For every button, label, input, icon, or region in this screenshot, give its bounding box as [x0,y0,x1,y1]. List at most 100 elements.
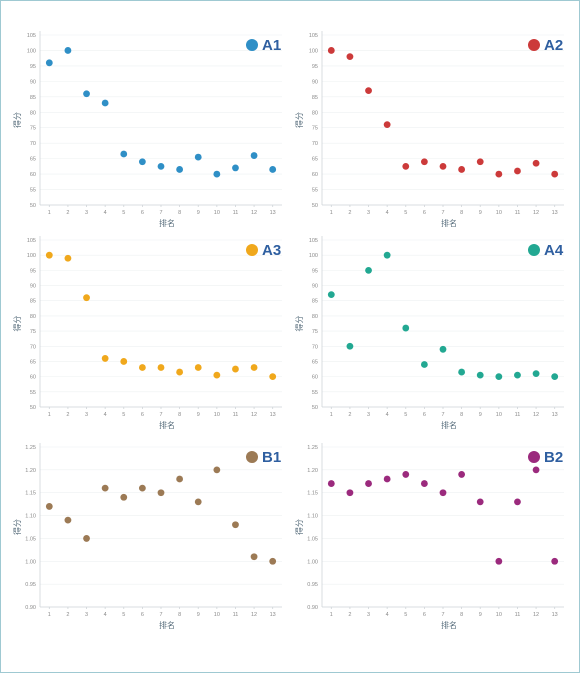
data-point [495,373,503,381]
y-tick-label: 100 [27,253,36,259]
y-tick-label: 65 [312,359,318,365]
x-tick-label: 6 [141,412,144,418]
x-tick-label: 4 [386,612,389,618]
y-tick-label: 75 [312,126,318,132]
legend-marker [246,39,258,51]
x-tick-label: 13 [270,210,276,216]
x-tick-label: 8 [460,612,463,618]
chart-panel-b2: 1.251.201.151.101.051.000.950.901 2 3 4 5 6 7 8… [294,443,564,630]
x-axis-title: 排名 [441,420,457,430]
data-point [120,150,128,158]
data-point [120,493,128,501]
y-tick-label: 90 [30,79,36,85]
x-tick-label: 2 [66,210,69,216]
data-point [101,99,109,107]
x-tick-label: 13 [552,412,558,418]
y-tick-label: 1.05 [25,536,36,542]
data-point [213,466,221,474]
x-tick-label: 5 [404,210,407,216]
legend-marker [528,244,540,256]
x-tick-label: 11 [515,210,521,216]
y-tick-label: 0.95 [307,582,318,588]
y-tick-label: 0.95 [25,582,36,588]
y-tick-label: 1.05 [307,536,318,542]
x-tick-label: 7 [441,612,444,618]
y-tick-label: 80 [312,314,318,320]
data-point [157,489,165,497]
y-tick-label: 80 [30,314,36,320]
y-tick-label: 50 [30,203,36,209]
data-point [232,521,239,529]
data-point [420,480,428,487]
x-tick-label: 3 [367,612,370,618]
x-axis-title: 排名 [159,620,175,630]
x-tick-label: 7 [159,412,162,418]
data-point [83,535,90,542]
data-point [476,498,484,506]
data-point [402,471,410,478]
x-tick-label: 9 [197,612,200,618]
y-tick-label: 90 [312,79,318,85]
y-tick-label: 1.20 [307,468,318,474]
x-tick-label: 3 [85,612,88,618]
x-tick-label: 7 [159,612,162,618]
x-tick-label: 12 [533,612,539,618]
y-tick-label: 1.15 [25,491,36,497]
y-tick-label: 0.90 [307,605,318,611]
x-tick-label: 7 [441,210,444,216]
x-tick-label: 11 [233,612,239,618]
data-point [551,170,559,178]
x-tick-label: 9 [479,412,482,418]
data-point [402,324,410,332]
x-tick-label: 9 [197,210,200,216]
x-tick-label: 11 [233,210,239,216]
legend-marker [528,39,540,51]
data-point [458,368,466,376]
data-point [551,557,559,565]
y-axis-title: 得分 [294,519,304,535]
data-point [532,159,540,167]
data-point [346,342,354,350]
x-tick-label: 13 [552,210,558,216]
data-point [232,365,239,373]
x-tick-label: 13 [270,412,276,418]
y-tick-label: 65 [312,157,318,163]
legend-label: B2 [544,449,563,466]
x-tick-label: 1 [330,210,333,216]
y-axis-title: 得分 [294,112,304,128]
x-tick-label: 1 [330,412,333,418]
y-tick-label: 55 [30,188,36,194]
data-point [176,368,184,376]
x-tick-label: 10 [496,612,502,618]
data-point [120,358,128,365]
data-point [269,557,277,565]
x-tick-label: 9 [479,612,482,618]
data-point [346,489,354,497]
data-point [45,503,53,510]
x-axis-title: 排名 [441,620,457,630]
x-tick-label: 1 [48,412,51,418]
x-tick-label: 2 [348,412,351,418]
x-tick-label: 6 [423,210,426,216]
data-point [327,480,335,487]
y-tick-label: 95 [312,64,318,70]
data-point [194,364,202,371]
data-point [327,47,335,54]
x-tick-label: 2 [348,612,351,618]
data-point [365,87,372,95]
y-tick-label: 105 [309,238,318,244]
x-tick-label: 8 [178,412,181,418]
data-point [532,466,540,474]
y-tick-label: 1.10 [25,514,36,520]
x-tick-label: 11 [515,612,521,618]
data-point [176,166,184,173]
x-tick-label: 4 [104,210,107,216]
data-point [269,166,277,173]
y-tick-label: 55 [312,188,318,194]
y-tick-label: 1.00 [307,559,318,565]
data-point [101,355,109,362]
